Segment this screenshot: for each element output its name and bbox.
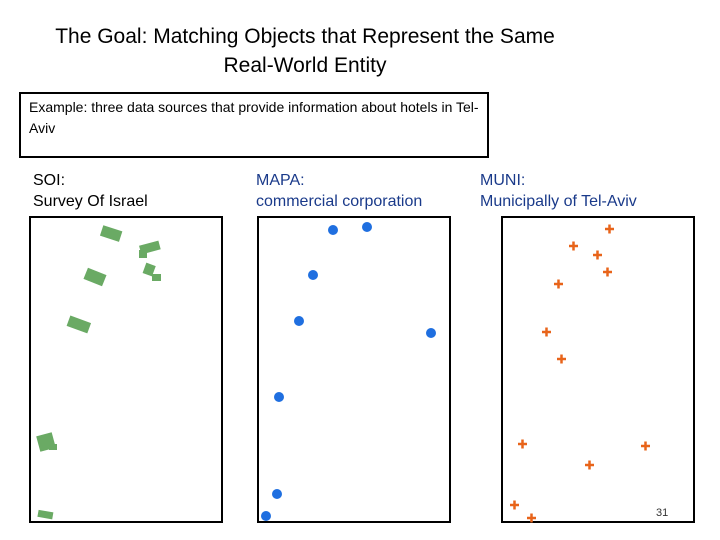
mapa-hotel-marker xyxy=(274,392,284,402)
mapa-hotel-marker xyxy=(308,270,318,280)
muni-hotel-marker xyxy=(518,439,527,449)
mapa-label: MAPA: commercial corporation xyxy=(256,170,422,212)
soi-hotel-marker xyxy=(49,444,57,450)
example-box: Example: three data sources that provide… xyxy=(19,92,489,158)
muni-map xyxy=(510,224,650,523)
muni-map-panel xyxy=(501,216,695,523)
soi-hotel-marker xyxy=(66,315,92,334)
muni-name: MUNI: xyxy=(480,172,526,189)
muni-hotel-marker xyxy=(527,513,536,523)
mapa-name: MAPA: xyxy=(256,172,305,189)
soi-hotel-marker xyxy=(99,225,123,242)
soi-map xyxy=(36,225,161,520)
title-line-1: The Goal: Matching Objects that Represen… xyxy=(55,25,555,48)
mapa-hotel-marker xyxy=(362,222,372,232)
mapa-map xyxy=(261,222,436,521)
muni-description: Municipally of Tel-Aviv xyxy=(480,193,637,210)
soi-label: SOI: Survey Of Israel xyxy=(33,170,148,212)
mapa-hotel-marker xyxy=(294,316,304,326)
mapa-hotel-marker xyxy=(426,328,436,338)
muni-hotel-marker xyxy=(641,441,650,451)
soi-hotel-marker xyxy=(139,250,147,258)
muni-hotel-marker xyxy=(569,241,578,251)
mapa-map-panel xyxy=(257,216,451,523)
slide-title: The Goal: Matching Objects that Represen… xyxy=(0,22,610,80)
example-text: Example: three data sources that provide… xyxy=(29,99,479,136)
muni-hotel-marker xyxy=(585,460,594,470)
title-line-2: Real-World Entity xyxy=(223,54,387,77)
soi-name: SOI: xyxy=(33,172,66,189)
muni-hotel-marker xyxy=(593,250,602,260)
muni-label: MUNI: Municipally of Tel-Aviv xyxy=(480,170,637,212)
muni-hotel-marker xyxy=(557,354,566,364)
muni-hotel-marker xyxy=(603,267,612,277)
soi-hotel-marker xyxy=(37,509,54,520)
soi-description: Survey Of Israel xyxy=(33,193,148,210)
soi-hotel-marker xyxy=(142,262,156,277)
soi-map-panel xyxy=(29,216,223,523)
muni-hotel-marker xyxy=(542,327,551,337)
page-number: 31 xyxy=(656,507,669,519)
mapa-hotel-marker xyxy=(261,511,271,521)
soi-hotel-marker xyxy=(83,267,107,287)
soi-hotel-marker xyxy=(152,274,161,281)
muni-hotel-marker xyxy=(605,224,614,234)
muni-hotel-marker xyxy=(510,500,519,510)
mapa-hotel-marker xyxy=(328,225,338,235)
mapa-hotel-marker xyxy=(272,489,282,499)
muni-hotel-marker xyxy=(554,279,563,289)
mapa-description: commercial corporation xyxy=(256,193,423,210)
